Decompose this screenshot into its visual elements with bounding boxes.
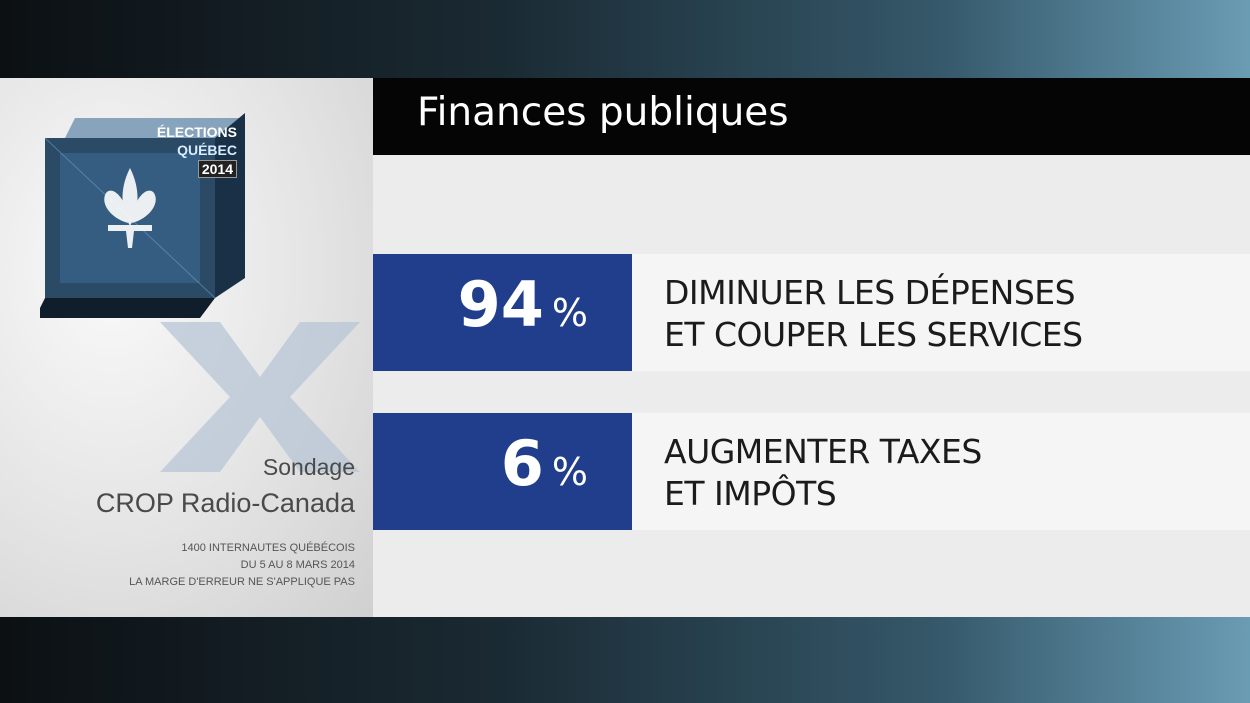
vote-x-icon: [160, 322, 360, 472]
percent-sign: %: [551, 450, 588, 494]
percentage-value: 94%: [458, 268, 588, 341]
option-label-line: ET IMPÔTS: [664, 474, 837, 513]
bottom-background-band: [0, 617, 1250, 703]
top-background-band: [0, 0, 1250, 78]
option-label: AUGMENTER TAXES ET IMPÔTS: [664, 431, 982, 515]
note-line: 1400 INTERNAUTES QUÉBÉCOIS: [181, 542, 355, 554]
percentage-box: 6%: [373, 413, 632, 530]
option-label-box: AUGMENTER TAXES ET IMPÔTS: [632, 413, 1250, 530]
logo-line-1: ÉLECTIONS: [156, 124, 237, 140]
note-line: DU 5 AU 8 MARS 2014: [240, 559, 355, 571]
source-name: CROP Radio-Canada: [95, 488, 355, 518]
option-label-line: DIMINUER LES DÉPENSES: [664, 273, 1076, 312]
logo-line-2: QUÉBEC: [177, 142, 237, 158]
percentage-box: 94%: [373, 254, 632, 371]
percentage-value: 6%: [501, 427, 588, 500]
fleur-de-lis-icon: [104, 168, 156, 248]
ballot-box-icon: ÉLECTIONS QUÉBEC 2014: [35, 108, 250, 338]
percentage-number: 6: [500, 427, 544, 500]
graphic-panel: ÉLECTIONS QUÉBEC 2014 Sondage CROP Radio…: [0, 78, 1250, 617]
logo-year: 2014: [197, 160, 237, 178]
option-label: DIMINUER LES DÉPENSES ET COUPER LES SERV…: [664, 272, 1083, 356]
result-row: 94% DIMINUER LES DÉPENSES ET COUPER LES …: [373, 254, 1250, 371]
left-branding-panel: ÉLECTIONS QUÉBEC 2014 Sondage CROP Radio…: [0, 78, 373, 617]
source-label: Sondage: [262, 454, 355, 480]
option-label-line: AUGMENTER TAXES: [664, 432, 982, 471]
note-line: LA MARGE D'ERREUR NE S'APPLIQUE PAS: [129, 576, 355, 588]
title-bar: Finances publiques: [373, 78, 1250, 155]
methodology-note: 1400 INTERNAUTES QUÉBÉCOIS DU 5 AU 8 MAR…: [129, 540, 355, 591]
percentage-number: 94: [457, 268, 544, 341]
percent-sign: %: [551, 291, 588, 335]
result-row: 6% AUGMENTER TAXES ET IMPÔTS: [373, 413, 1250, 530]
option-label-box: DIMINUER LES DÉPENSES ET COUPER LES SERV…: [632, 254, 1250, 371]
page-title: Finances publiques: [417, 90, 789, 135]
option-label-line: ET COUPER LES SERVICES: [664, 315, 1083, 354]
